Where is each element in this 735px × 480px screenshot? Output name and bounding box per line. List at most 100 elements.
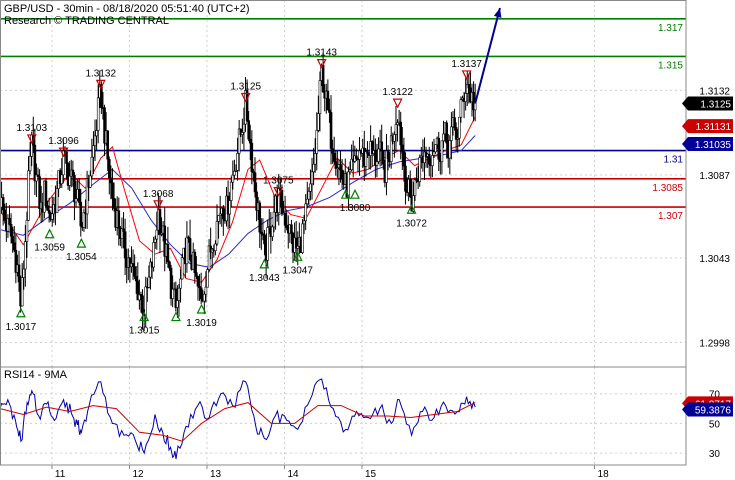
rsi-badge-1: 59.3876 — [682, 402, 733, 416]
pivot-high-label: 1.3103 — [16, 123, 47, 134]
candle-body — [75, 199, 77, 202]
candle-body — [200, 288, 202, 299]
candle-body — [442, 134, 444, 141]
candle-body — [297, 246, 299, 248]
pivot-low-label: 1.3019 — [186, 318, 217, 329]
candle-body — [319, 80, 321, 113]
candle-body — [233, 171, 235, 175]
pivot-low-label: 1.3043 — [249, 273, 280, 284]
candle-body — [284, 213, 286, 225]
candle-body — [4, 210, 6, 220]
candle-body — [83, 212, 85, 227]
candle-body — [251, 143, 253, 171]
candle-body — [195, 273, 197, 277]
candle-body — [455, 127, 457, 139]
candle-body — [428, 154, 430, 164]
candle-body — [214, 244, 216, 251]
candle-body — [308, 191, 310, 199]
candle-body — [222, 208, 224, 219]
candle-body — [92, 146, 94, 158]
pivot-high-label: 1.3075 — [263, 176, 294, 187]
candle-body — [134, 267, 136, 277]
candle-body — [381, 142, 383, 151]
level-label-0: 1.317 — [658, 23, 683, 34]
candle-body — [264, 235, 266, 244]
y-tick-label: 1.3043 — [699, 254, 730, 265]
chart-title: GBP/USD - 30min - 08/18/2020 05:51:40 (U… — [4, 3, 249, 15]
candle-body — [431, 155, 433, 165]
candle-body — [91, 157, 93, 176]
candle-body — [172, 289, 174, 298]
candle-body — [47, 206, 49, 211]
candle-body — [314, 154, 316, 165]
pivot-low-label: 1.3072 — [396, 218, 427, 229]
candle-body — [400, 122, 402, 145]
candle-body — [10, 224, 12, 236]
candle-body — [145, 287, 147, 316]
pivot-low-label: 1.3015 — [129, 326, 160, 337]
candle-body — [45, 181, 47, 206]
pivot-low-label: 1.3080 — [340, 203, 371, 214]
candle-body — [322, 65, 324, 92]
candle-body — [441, 141, 443, 162]
level-label-3: 1.3085 — [652, 183, 683, 194]
candle-body — [460, 100, 462, 118]
pivot-high-label: 1.3143 — [306, 48, 337, 59]
candle-body — [468, 84, 470, 88]
pivot-high-label: 1.3068 — [143, 189, 174, 200]
candle-body — [72, 170, 74, 175]
price-badge-1: 1.31131 — [682, 119, 733, 133]
candle-body — [123, 229, 125, 232]
x-tick-label: 14 — [287, 469, 299, 480]
candle-body — [237, 153, 239, 170]
pivot-low-label: 1.3054 — [66, 252, 97, 263]
candle-body — [465, 93, 467, 101]
level-label-4: 1.307 — [658, 211, 683, 222]
candle-body — [203, 294, 205, 301]
candle-body — [29, 156, 31, 170]
x-tick-label: 12 — [132, 469, 144, 480]
candle-body — [111, 183, 113, 198]
candle-body — [26, 220, 28, 241]
candle-body — [148, 277, 150, 287]
price-badge-2: 1.31035 — [682, 137, 733, 151]
price-badge-2-text: 1.31035 — [695, 140, 732, 151]
candle-body — [9, 218, 11, 224]
x-tick-label: 11 — [55, 469, 66, 480]
level-label-2: 1.31 — [664, 155, 684, 166]
candle-body — [96, 130, 98, 135]
rsi-badge-1-text: 59.3876 — [695, 405, 732, 416]
candle-body — [135, 276, 137, 281]
candle-body — [61, 175, 63, 184]
candle-body — [110, 178, 112, 183]
candle-body — [309, 184, 311, 191]
candle-body — [335, 161, 337, 168]
candle-body — [249, 139, 251, 143]
candle-body — [243, 124, 245, 132]
y-tick-label: 1.2998 — [699, 339, 730, 350]
candle-body — [267, 227, 269, 260]
candle-body — [232, 175, 234, 182]
candle-body — [94, 136, 96, 146]
candle-body — [327, 91, 329, 110]
candle-body — [393, 135, 395, 142]
candle-body — [124, 232, 126, 258]
candle-body — [273, 212, 275, 227]
candle-body — [458, 117, 460, 138]
level-label-1: 1.315 — [658, 60, 683, 71]
candle-body — [153, 242, 155, 267]
candle-body — [414, 180, 416, 196]
candle-body — [48, 210, 50, 213]
candle-body — [306, 199, 308, 204]
candle-body — [433, 152, 435, 156]
candle-body — [382, 151, 384, 164]
candle-body — [167, 244, 169, 261]
candle-body — [330, 112, 332, 148]
candle-body — [78, 189, 80, 202]
candle-body — [80, 202, 82, 226]
candle-body — [311, 172, 313, 184]
pivot-low-label: 1.3059 — [34, 243, 65, 254]
y-tick-label: 1.3087 — [699, 171, 730, 182]
candle-body — [229, 201, 231, 215]
candle-body — [355, 156, 357, 159]
